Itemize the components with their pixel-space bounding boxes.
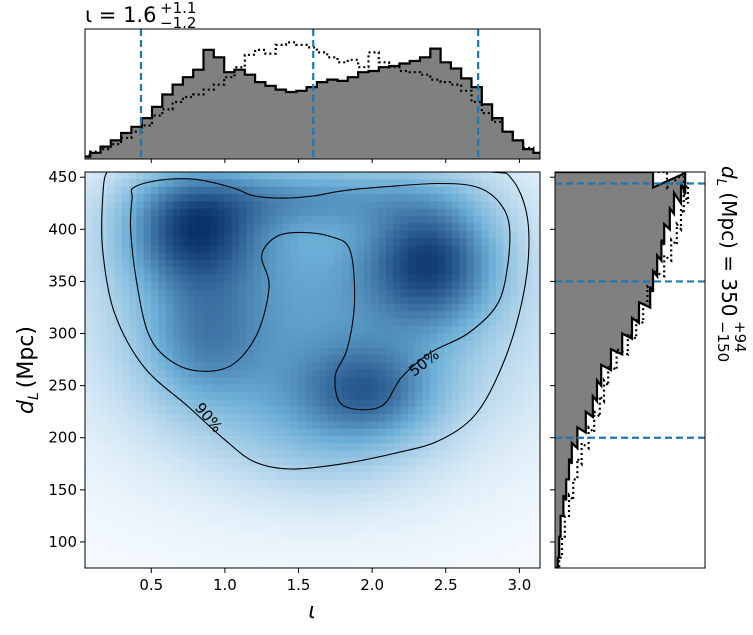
side-panel-frame (554, 171, 706, 569)
y-tick-label: 350 (48, 272, 77, 290)
top-title-lower: −1.2 (160, 14, 196, 32)
top-title-symbol: ι (85, 3, 92, 27)
side-title-symbol: d (717, 166, 741, 179)
x-tick-label: 2.0 (360, 576, 384, 594)
side-title-lower: −150 (714, 321, 732, 362)
x-tick-label: 0.5 (139, 576, 163, 594)
main-panel-frame (84, 171, 541, 569)
svg-text:dL(Mpc): dL (Mpc) (14, 326, 42, 414)
x-tick-label: 3.0 (507, 576, 531, 594)
x-axis-title: ι (308, 599, 315, 624)
y-axis-title-sub: L (26, 392, 42, 400)
side-title-unit: (Mpc) = (717, 186, 741, 278)
top-hist-fill (85, 48, 540, 159)
heatmap-cells (85, 172, 540, 568)
density-heatmap (85, 172, 540, 568)
y-axis-title-symbol: d (14, 399, 39, 414)
contour-50-line (129, 178, 511, 411)
svg-text:dL (Mpc) = 350: dL (Mpc) = 350 (713, 166, 741, 317)
x-tick-label: 1.0 (213, 576, 237, 594)
side-title-value: 350 (717, 278, 741, 316)
y-tick-label: 400 (48, 220, 77, 238)
top-title-equals: = (92, 3, 123, 27)
y-axis-title: dL (Mpc) (14, 326, 42, 414)
y-tick-label: 150 (48, 481, 77, 499)
x-tick-label: 2.5 (434, 576, 458, 594)
side-marginal-histogram (555, 172, 705, 568)
x-axis-ticks: 0.5 1.0 1.5 2.0 2.5 3.0 (139, 159, 531, 594)
side-title: dL (Mpc) = 350 +94 −150 (713, 166, 749, 362)
top-marginal-histogram (85, 29, 540, 159)
contour-90-line (101, 172, 530, 470)
x-tick-label: 1.5 (287, 576, 311, 594)
top-hist-solid-line (85, 47, 540, 159)
top-title: ι = 1.6 (85, 3, 156, 27)
top-panel-frame (84, 28, 541, 160)
side-title-upper: +94 (731, 321, 749, 353)
y-axis-title-unit: (Mpc) (14, 326, 39, 388)
y-tick-label: 200 (48, 429, 77, 447)
y-tick-label: 250 (48, 377, 77, 395)
side-hist-fill (555, 172, 686, 568)
y-tick-label: 100 (48, 533, 77, 551)
y-tick-label: 300 (48, 325, 77, 343)
top-title-upper: +1.1 (160, 0, 196, 17)
y-axis-ticks: 100 150 200 250 300 350 400 450 (48, 168, 555, 551)
side-title-sub: L (713, 179, 728, 186)
top-title-value: 1.6 (123, 3, 156, 27)
side-hist-dotted-line (555, 172, 690, 568)
y-tick-label: 450 (48, 168, 77, 186)
